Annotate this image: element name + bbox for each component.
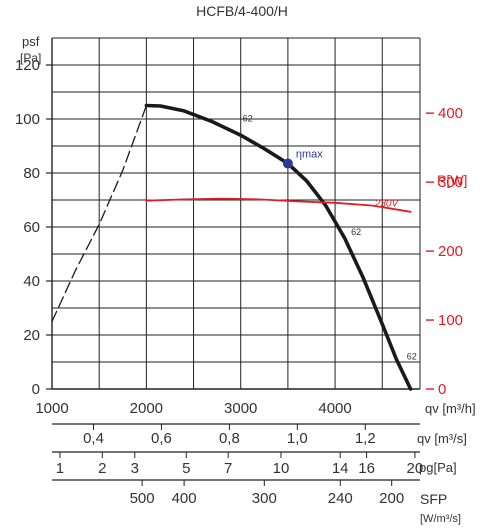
y-axis-unit: [Pa] <box>20 51 41 65</box>
curve-label: 62 <box>407 351 417 361</box>
scale-tick-label: 7 <box>224 460 232 477</box>
x-tick-label: 1000 <box>35 400 68 417</box>
curve-label: 62 <box>243 114 253 124</box>
y-tick-label: 20 <box>23 327 40 344</box>
pressure-curve <box>144 103 413 391</box>
scale-tick-label: 240 <box>328 490 353 507</box>
scale-label-qv-m3s: qv [m³/s] <box>417 431 467 446</box>
x-tick-label: 4000 <box>318 400 351 417</box>
scale-label-sfp-unit: [W/m³/s] <box>420 513 461 525</box>
y2-tick-label: 100 <box>438 312 463 329</box>
y2-tick-label: 0 <box>438 381 446 398</box>
scale-tick-label: 14 <box>332 460 349 477</box>
scale-tick-label: 1,0 <box>287 430 308 447</box>
x-tick-label: 2000 <box>130 400 163 417</box>
scale-tick-label: 300 <box>252 490 277 507</box>
chart-title: HCFB/4-400/H <box>196 3 288 19</box>
y-tick-label: 120 <box>15 57 40 74</box>
series-label-230v: 230V <box>374 199 400 210</box>
eta-max-label: ηmax <box>296 149 323 161</box>
scale-tick-label: 5 <box>182 460 190 477</box>
y-tick-label: 100 <box>15 111 40 128</box>
curve-label: 62 <box>351 227 361 237</box>
x-tick-label: 3000 <box>224 400 257 417</box>
scale-tick-label: 0,4 <box>83 430 104 447</box>
y2-tick-label: 400 <box>438 105 463 122</box>
scale-tick-label: 2 <box>98 460 106 477</box>
scale-tick-label: 400 <box>172 490 197 507</box>
y2-tick-label: 200 <box>438 243 463 260</box>
eta-max-point <box>282 158 293 169</box>
x-axis-label: qv [m³/h] <box>425 401 476 416</box>
scale-tick-label: 10 <box>273 460 290 477</box>
scale-tick-label: 16 <box>358 460 375 477</box>
scale-tick-label: 0,6 <box>151 430 172 447</box>
scale-label-pg: pg[Pa] <box>419 460 457 475</box>
y2-tick-label: 300 <box>438 174 463 191</box>
power-curve-230v <box>145 197 412 213</box>
y-axis-label: psf <box>22 34 40 49</box>
y2-axis-label: P[W] <box>437 172 467 188</box>
scale-tick-label: 500 <box>130 490 155 507</box>
y-tick-label: 60 <box>23 219 40 236</box>
y-tick-label: 0 <box>32 381 40 398</box>
scale-tick-label: 1,2 <box>355 430 376 447</box>
y-tick-label: 80 <box>23 165 40 182</box>
scale-label-sfp: SFP <box>420 491 447 507</box>
scale-tick-label: 0,8 <box>219 430 240 447</box>
scale-tick-label: 1 <box>56 460 64 477</box>
scale-tick-label: 3 <box>131 460 139 477</box>
scale-tick-label: 20 <box>407 460 424 477</box>
y-tick-label: 40 <box>23 273 40 290</box>
scale-tick-label: 200 <box>379 490 404 507</box>
stall-region-dashed-line <box>51 104 148 323</box>
